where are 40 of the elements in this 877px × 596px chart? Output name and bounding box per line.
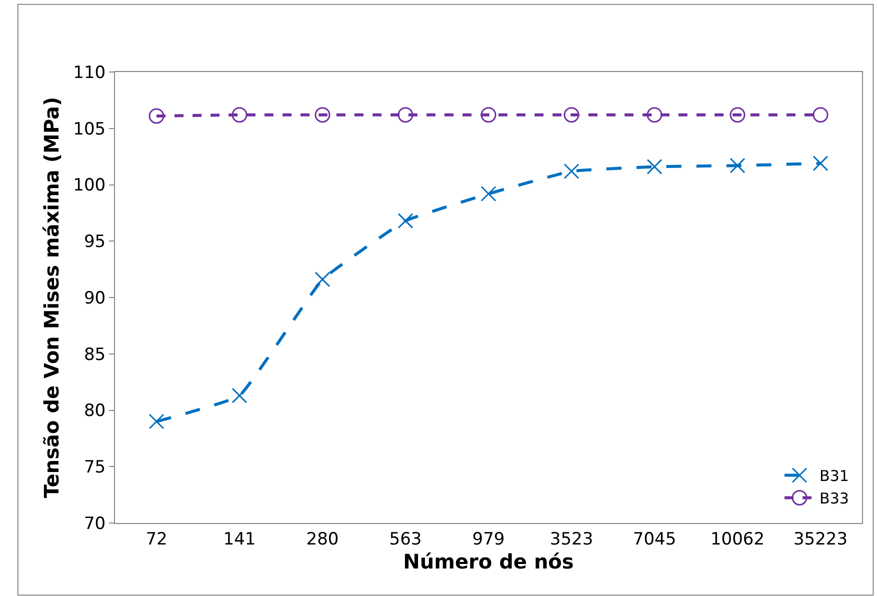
point	[480, 107, 496, 123]
x-tick-label: 280	[306, 529, 339, 550]
point	[398, 107, 414, 123]
point	[232, 107, 248, 123]
point	[398, 213, 414, 229]
y-axis-title: Tensão de Von Mises máxima (MPa)	[40, 96, 64, 498]
x-tick-label: 563	[389, 529, 422, 550]
y-tick-label: 90	[84, 288, 106, 308]
point	[314, 272, 330, 288]
point	[480, 186, 496, 202]
point	[646, 107, 662, 123]
y-tick-label: 70	[84, 514, 106, 534]
point	[730, 158, 746, 174]
point	[148, 108, 164, 124]
x-tick-label: 7045	[632, 529, 676, 550]
point	[564, 107, 580, 123]
point	[148, 414, 164, 430]
x-tick-label: 3523	[550, 529, 594, 550]
point	[314, 107, 330, 123]
legend-label: B33	[820, 490, 849, 508]
legend-label: B31	[820, 467, 849, 486]
point	[232, 388, 248, 404]
point	[564, 163, 580, 179]
y-tick-label: 75	[84, 458, 106, 478]
y-tick-label: 80	[84, 401, 106, 422]
point	[646, 158, 662, 174]
x-tick-label: 979	[472, 529, 505, 550]
y-tick-label: 85	[84, 344, 106, 365]
y-tick-label: 100	[73, 176, 106, 196]
point	[812, 156, 828, 172]
x-tick-label: 141	[223, 529, 256, 550]
x-tick-label: 10062	[710, 529, 765, 550]
y-tick-label: 110	[73, 62, 106, 83]
point	[812, 107, 828, 123]
point	[730, 107, 746, 123]
y-tick-label: 95	[84, 232, 106, 252]
y-tick-label: 105	[73, 119, 106, 140]
x-axis-title: Número de nós	[403, 549, 574, 574]
x-tick-label: 35223	[793, 529, 848, 550]
x-tick-label: 72	[146, 529, 168, 550]
